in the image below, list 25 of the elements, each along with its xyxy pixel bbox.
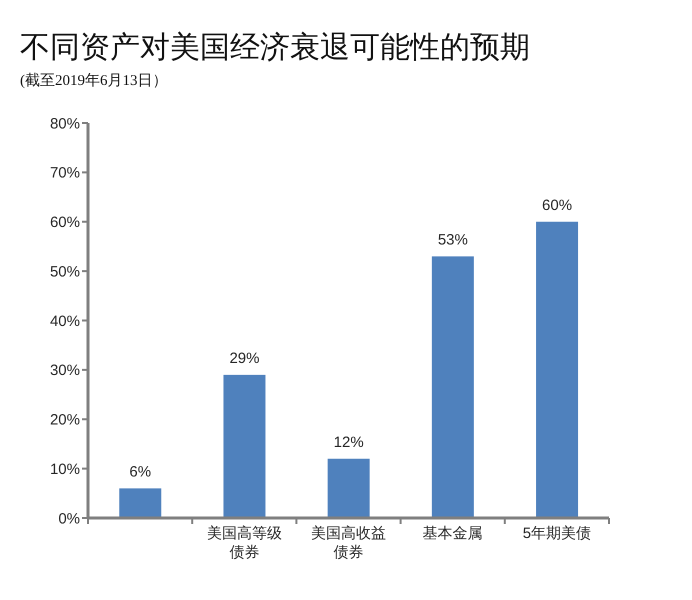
y-tick-label: 20% [50, 412, 80, 429]
data-label: 6% [129, 463, 152, 480]
bar [119, 488, 162, 518]
chart-subtitle: (截至2019年6月13日） [20, 72, 168, 91]
y-tick-label: 10% [50, 460, 80, 478]
y-tick-label: 30% [50, 362, 80, 380]
bar [536, 222, 578, 518]
x-tick-label: 美国高等级债券 [206, 525, 282, 561]
data-label: 12% [334, 434, 364, 451]
y-tick-label: 60% [50, 214, 80, 232]
data-label: 53% [438, 231, 468, 248]
x-tick-label: 基本金属 [422, 525, 483, 542]
y-tick-label: 40% [50, 312, 80, 330]
bar [223, 374, 266, 518]
y-tick-label: 70% [50, 164, 80, 182]
y-tick-label: 80% [50, 115, 80, 132]
chart-title: 不同资产对美国经济衰退可能性的预期 [20, 30, 530, 66]
data-label: 29% [229, 350, 260, 367]
y-tick-label: 0% [58, 510, 80, 528]
y-tick-label: 50% [50, 263, 80, 280]
bar [432, 256, 474, 518]
data-label: 60% [542, 196, 572, 214]
x-tick-label: 5年期美债 [522, 525, 592, 542]
bar [328, 458, 370, 518]
x-tick-label: 美国高收益债券 [311, 525, 386, 561]
